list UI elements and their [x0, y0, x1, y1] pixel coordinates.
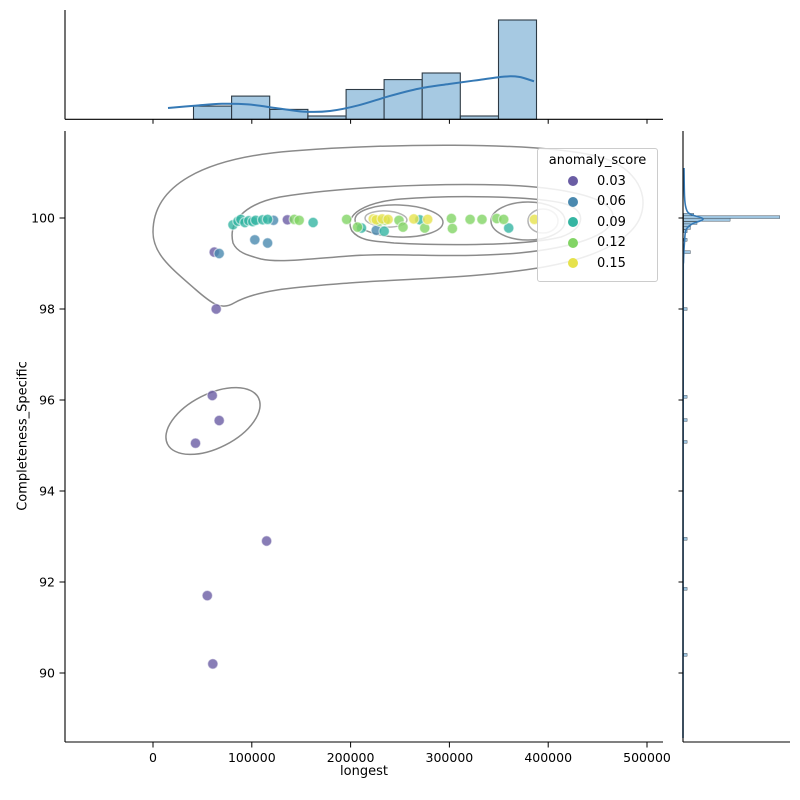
- y-axis-label: Completeness_Specific: [15, 361, 31, 511]
- legend-item-label: 0.06: [597, 194, 626, 210]
- legend-item: 0.12: [538, 233, 657, 254]
- legend-color-dot-icon: [568, 196, 578, 207]
- svg-text:92: 92: [39, 575, 55, 590]
- legend-item-label: 0.03: [597, 173, 626, 189]
- svg-text:100: 100: [31, 211, 55, 226]
- legend-item: 0.15: [538, 253, 657, 274]
- legend-title: anomaly_score: [548, 153, 647, 168]
- legend-color-dot-icon: [568, 258, 578, 269]
- svg-text:90: 90: [39, 666, 55, 681]
- legend-item-label: 0.15: [597, 255, 626, 271]
- legend-item-label: 0.09: [597, 214, 626, 230]
- svg-text:100000: 100000: [228, 750, 276, 765]
- legend-item: 0.03: [538, 171, 657, 192]
- svg-text:98: 98: [39, 302, 55, 317]
- svg-text:500000: 500000: [623, 750, 671, 765]
- marginal-x-histogram: [192, 19, 538, 120]
- svg-text:94: 94: [39, 484, 55, 499]
- legend-item: 0.06: [538, 192, 657, 213]
- svg-text:200000: 200000: [327, 750, 375, 765]
- scatter-points: [189, 212, 541, 670]
- marginal-y-histogram: [683, 213, 780, 657]
- legend-item: 0.09: [538, 212, 657, 233]
- axis-ticks: [59, 119, 683, 748]
- axes-spines: [64, 10, 790, 743]
- legend-color-dot-icon: [568, 176, 578, 187]
- svg-text:400000: 400000: [524, 750, 572, 765]
- legend-item-label: 0.12: [597, 235, 626, 251]
- legend-color-dot-icon: [568, 237, 578, 248]
- x-axis-label: longest: [340, 764, 388, 779]
- svg-text:0: 0: [149, 750, 157, 765]
- svg-text:300000: 300000: [426, 750, 474, 765]
- svg-text:96: 96: [39, 393, 55, 408]
- marginal-x-kde-line: [167, 75, 535, 113]
- tick-labels: 0 100000 200000 300000 400000 500000 100 98 96 94…: [31, 211, 671, 766]
- legend-color-dot-icon: [568, 217, 578, 228]
- anomaly-score-legend: anomaly_score 0.03 0.06 0.09 0.12 0.15: [537, 148, 658, 282]
